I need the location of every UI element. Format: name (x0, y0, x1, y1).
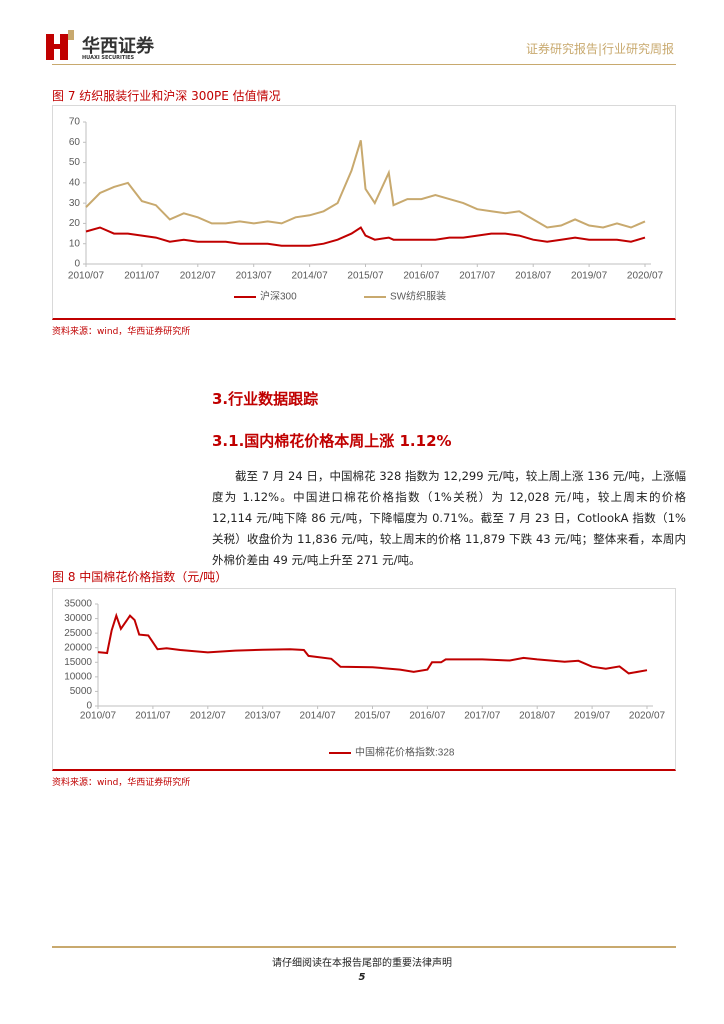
line-series (85, 140, 646, 229)
x-tick-label: 2016/07 (409, 711, 446, 722)
y-tick-label: 30000 (64, 613, 92, 624)
report-type: 证券研究报告|行业研究周报 (525, 42, 674, 56)
legend-label: SW纺织服装 (390, 290, 446, 303)
x-tick-label: 2015/07 (354, 711, 391, 722)
chart: 0 10 20 30 40 50 60 70 2010/07 2011/07 2012/07 2013… (68, 117, 664, 303)
page-number: 5 (358, 972, 366, 983)
x-tick-label: 2017/07 (459, 271, 496, 282)
y-tick-label: 15000 (64, 657, 92, 668)
logo-text: 华西证券 (82, 36, 154, 57)
paragraph: 截至 7 月 24 日，中国棉花 328 指数为 12,299 元/吨，较上周上… (212, 469, 686, 567)
x-tick-label: 2020/07 (627, 271, 664, 282)
x-tick-label: 2015/07 (347, 271, 384, 282)
y-tick-label: 30 (69, 198, 81, 209)
x-tick-label: 2017/07 (464, 711, 501, 722)
y-tick-label: 10000 (64, 671, 92, 682)
legend-label: 中国棉花价格指数:328 (355, 746, 455, 759)
x-tick-label: 2020/07 (629, 711, 666, 722)
logo-icon (46, 30, 74, 60)
section-title: 3.行业数据跟踪 (212, 390, 319, 408)
x-tick-label: 2019/07 (574, 711, 611, 722)
y-tick-label: 20000 (64, 642, 92, 653)
y-tick-label: 60 (69, 137, 81, 148)
y-tick-label: 0 (86, 701, 92, 712)
y-tick-label: 5000 (70, 686, 93, 697)
legend-label: 沪深300 (260, 290, 297, 303)
chart: 0 5000 10000 15000 20000 25000 30000 35000 2010/… (64, 599, 666, 759)
source-note: 资料来源：wind，华西证券研究所 (52, 327, 191, 337)
header-rule (52, 64, 676, 65)
x-tick-label: 2014/07 (292, 271, 329, 282)
y-tick-label: 35000 (64, 599, 92, 610)
y-tick-label: 10 (69, 238, 81, 249)
section-subtitle: 3.1.国内棉花价格本周上涨 1.12% (212, 432, 452, 450)
x-tick-label: 2014/07 (300, 711, 337, 722)
y-tick-label: 25000 (64, 628, 92, 639)
logo-en: HUAXI SECURITIES (82, 55, 135, 61)
x-tick-label: 2016/07 (403, 271, 440, 282)
line-series (97, 612, 648, 675)
x-tick-label: 2011/07 (135, 711, 171, 722)
x-tick-label: 2013/07 (245, 711, 282, 722)
line-series (85, 226, 646, 247)
x-tick-label: 2019/07 (571, 271, 608, 282)
y-tick-label: 50 (69, 157, 81, 168)
y-tick-label: 0 (74, 259, 80, 270)
x-tick-label: 2012/07 (180, 271, 217, 282)
footer-notice: 请仔细阅读在本报告尾部的重要法律声明 (272, 958, 452, 969)
x-tick-label: 2010/07 (68, 271, 105, 282)
y-tick-label: 20 (69, 218, 81, 229)
figure-caption: 图 7 纺织服装行业和沪深 300PE 估值情况 (52, 89, 281, 103)
figure-caption: 图 8 中国棉花价格指数（元/吨） (52, 570, 228, 584)
footer-rule (52, 946, 676, 948)
x-tick-label: 2011/07 (124, 271, 160, 282)
x-tick-label: 2010/07 (80, 711, 117, 722)
y-tick-label: 40 (69, 177, 81, 188)
y-tick-label: 70 (69, 117, 81, 128)
x-tick-label: 2013/07 (236, 271, 273, 282)
x-tick-label: 2018/07 (515, 271, 552, 282)
x-tick-label: 2012/07 (190, 711, 227, 722)
source-note: 资料来源：wind，华西证券研究所 (52, 778, 191, 788)
x-tick-label: 2018/07 (519, 711, 556, 722)
